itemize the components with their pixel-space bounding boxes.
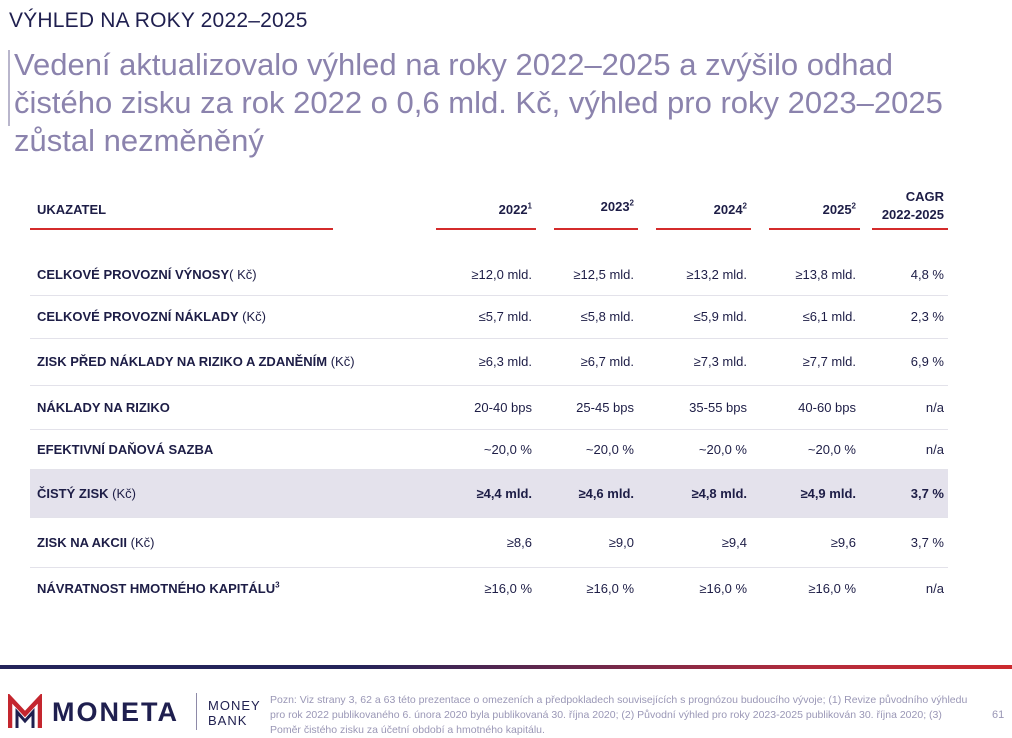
cell-2023: ≤5,8 mld. bbox=[540, 295, 642, 339]
cell-2025: ≥9,6 bbox=[755, 517, 864, 568]
headline-line-3: zůstal nezměněný bbox=[14, 123, 264, 158]
table-row-highlight: ČISTÝ ZISK (Kč) ≥4,4 mld. ≥4,6 mld. ≥4,8… bbox=[30, 469, 948, 518]
row-label: ČISTÝ ZISK bbox=[37, 485, 109, 501]
money-bank-wordmark: MONEY BANK bbox=[208, 698, 261, 728]
row-label: EFEKTIVNÍ DAŇOVÁ SAZBA bbox=[37, 441, 214, 457]
logo-divider bbox=[196, 693, 197, 730]
header-year-2025: 20252 bbox=[755, 185, 864, 230]
cell-2023: ~20,0 % bbox=[540, 429, 642, 470]
cell-2022: ≥16,0 % bbox=[484, 580, 532, 596]
cell-2024: ≥13,2 mld. bbox=[642, 254, 755, 296]
cell-cagr: n/a bbox=[864, 385, 948, 430]
cell-2022: ≤5,7 mld. bbox=[422, 295, 540, 339]
cell-2024: 35-55 bps bbox=[642, 385, 755, 430]
cell-2023: ≥16,0 % bbox=[586, 580, 634, 596]
table-row: ZISK NA AKCII (Kč) ≥8,6 ≥9,0 ≥9,4 ≥9,6 3… bbox=[30, 517, 948, 568]
footnote-text: Pozn: Viz strany 3, 62 a 63 této prezent… bbox=[270, 694, 968, 736]
cell-2025: 40-60 bps bbox=[755, 385, 864, 430]
headline-line-1: Vedení aktualizovalo výhled na roky 2022… bbox=[14, 47, 893, 82]
cell-2025: ≥7,7 mld. bbox=[755, 338, 864, 386]
header-year-2023: 20232 bbox=[540, 185, 642, 230]
row-label: ZISK NA AKCII bbox=[37, 534, 128, 550]
cell-2025: ≥13,8 mld. bbox=[755, 254, 864, 296]
table-row: CELKOVÉ PROVOZNÍ NÁKLADY (Kč) ≤5,7 mld. … bbox=[30, 295, 948, 339]
headline-accent-bar bbox=[8, 50, 10, 126]
cell-2023: ≥6,7 mld. bbox=[540, 338, 642, 386]
cell-cagr: n/a bbox=[864, 429, 948, 470]
table-header-row: UKAZATEL 20221 20232 20242 20252 CAGR 202… bbox=[30, 185, 948, 230]
cell-2025: ≥16,0 % bbox=[808, 580, 856, 596]
table-row: EFEKTIVNÍ DAŇOVÁ SAZBA ~20,0 % ~20,0 % ~… bbox=[30, 429, 948, 470]
cell-2022: ≥6,3 mld. bbox=[422, 338, 540, 386]
row-unit: (Kč) bbox=[127, 534, 155, 550]
cell-2022: ~20,0 % bbox=[422, 429, 540, 470]
cell-cagr: 3,7 % bbox=[864, 517, 948, 568]
cell-2025: ≥4,9 mld. bbox=[755, 469, 864, 518]
row-label: ZISK PŘED NÁKLADY NA RIZIKO A ZDANĚNÍM bbox=[37, 354, 328, 369]
cell-2023: 25-45 bps bbox=[540, 385, 642, 430]
headline-line-2: čistého zisku za rok 2022 o 0,6 mld. Kč,… bbox=[14, 85, 943, 120]
cell-cagr: 2,3 % bbox=[864, 295, 948, 339]
outlook-table: UKAZATEL 20221 20232 20242 20252 CAGR 202… bbox=[30, 185, 948, 609]
cell-cagr: 4,8 % bbox=[864, 254, 948, 296]
cell-cagr: n/a bbox=[925, 580, 944, 596]
row-label: CELKOVÉ PROVOZNÍ VÝNOSY bbox=[37, 266, 230, 282]
cell-2024: ~20,0 % bbox=[642, 429, 755, 470]
row-label: CELKOVÉ PROVOZNÍ NÁKLADY bbox=[37, 309, 239, 324]
table-row: NÁVRATNOST HMOTNÉHO KAPITÁLU3 ≥16,0 % ≥1… bbox=[30, 567, 948, 609]
cell-cagr: 6,9 % bbox=[864, 338, 948, 386]
cell-cagr: 3,7 % bbox=[864, 469, 948, 518]
cell-2025: ~20,0 % bbox=[755, 429, 864, 470]
slide-headline: Vedení aktualizovalo výhled na roky 2022… bbox=[14, 46, 1004, 160]
cell-2024: ≥4,8 mld. bbox=[642, 469, 755, 518]
cell-2022: 20-40 bps bbox=[422, 385, 540, 430]
row-unit: (Kč) bbox=[327, 354, 355, 369]
header-indicator: UKAZATEL bbox=[30, 185, 422, 230]
cell-2025: ≤6,1 mld. bbox=[755, 295, 864, 339]
cell-2022: ≥4,4 mld. bbox=[422, 469, 540, 518]
cell-2022: ≥12,0 mld. bbox=[422, 254, 540, 296]
page-number: 61 bbox=[992, 709, 1005, 721]
brand-logo-text: MONETA bbox=[52, 697, 179, 727]
header-year-2022: 20221 bbox=[422, 185, 540, 230]
row-unit: (Kč) bbox=[108, 485, 136, 501]
header-year-2024: 20242 bbox=[642, 185, 755, 230]
cell-2024: ≤5,9 mld. bbox=[642, 295, 755, 339]
cell-2023: ≥4,6 mld. bbox=[540, 469, 642, 518]
cell-2024: ≥9,4 bbox=[642, 517, 755, 568]
row-unit: (Kč) bbox=[238, 309, 266, 324]
footer-gradient-rule bbox=[0, 665, 1012, 669]
row-label: NÁKLADY NA RIZIKO bbox=[37, 399, 170, 415]
cell-2022: ≥8,6 bbox=[422, 517, 540, 568]
cell-2023: ≥9,0 bbox=[540, 517, 642, 568]
row-label: NÁVRATNOST HMOTNÉHO KAPITÁLU bbox=[37, 580, 276, 596]
table-row: ZISK PŘED NÁKLADY NA RIZIKO A ZDANĚNÍM (… bbox=[30, 338, 948, 386]
table-row: NÁKLADY NA RIZIKO 20-40 bps 25-45 bps 35… bbox=[30, 385, 948, 430]
section-label: VÝHLED NA ROKY 2022–2025 bbox=[9, 9, 308, 32]
row-footnote-mark: 3 bbox=[275, 580, 280, 590]
cell-2024: ≥7,3 mld. bbox=[642, 338, 755, 386]
moneta-logo-icon bbox=[8, 694, 42, 728]
row-unit: ( Kč) bbox=[229, 266, 257, 282]
header-cagr: CAGR 2022-2025 bbox=[864, 185, 948, 230]
cell-2023: ≥12,5 mld. bbox=[540, 254, 642, 296]
cell-2024: ≥16,0 % bbox=[699, 580, 747, 596]
table-row: CELKOVÉ PROVOZNÍ VÝNOSY( Kč) ≥12,0 mld. … bbox=[30, 254, 948, 296]
